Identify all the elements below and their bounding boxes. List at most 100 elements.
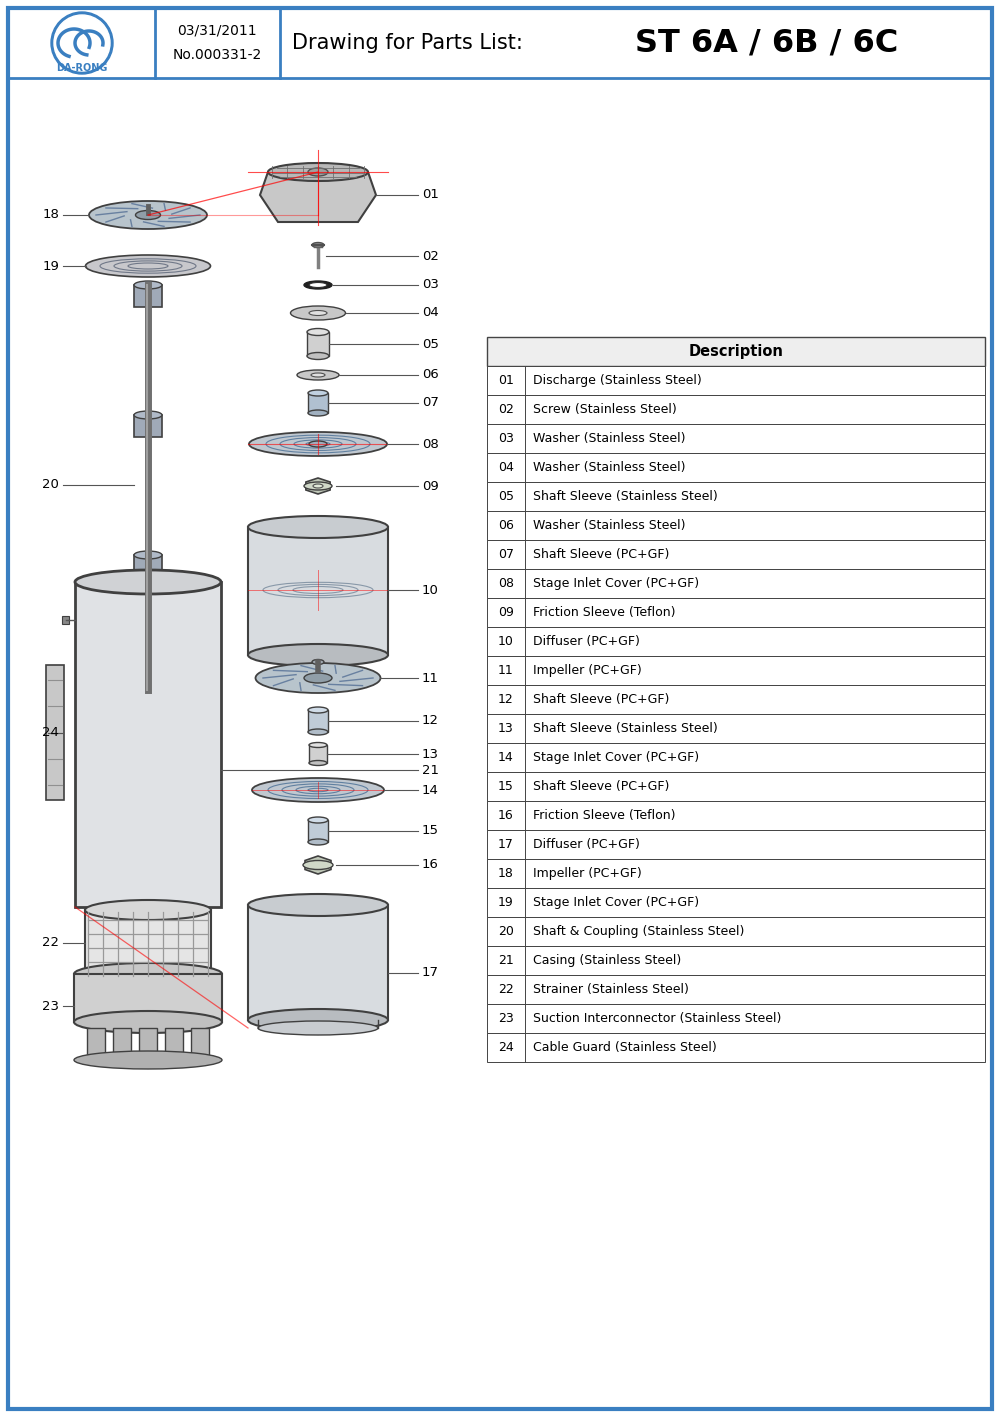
Bar xyxy=(85,910,211,978)
Text: Impeller (PC+GF): Impeller (PC+GF) xyxy=(533,665,642,677)
Bar xyxy=(487,570,985,598)
Text: 02: 02 xyxy=(422,249,439,262)
Bar xyxy=(487,830,985,859)
Text: Discharge (Stainless Steel): Discharge (Stainless Steel) xyxy=(533,374,702,387)
Bar xyxy=(487,917,985,947)
Text: 10: 10 xyxy=(422,584,439,597)
Text: 24: 24 xyxy=(42,726,59,740)
Ellipse shape xyxy=(309,761,327,765)
Text: 20: 20 xyxy=(498,925,514,938)
Ellipse shape xyxy=(307,329,329,336)
Text: Shaft Sleeve (Stainless Steel): Shaft Sleeve (Stainless Steel) xyxy=(533,490,718,503)
Text: 22: 22 xyxy=(498,983,514,996)
Ellipse shape xyxy=(134,411,162,419)
Text: 10: 10 xyxy=(498,635,514,648)
Ellipse shape xyxy=(74,964,222,985)
Ellipse shape xyxy=(290,306,346,320)
Ellipse shape xyxy=(307,353,329,360)
Bar xyxy=(308,820,328,842)
Bar xyxy=(248,905,388,1020)
Ellipse shape xyxy=(312,242,324,248)
Text: Diffuser (PC+GF): Diffuser (PC+GF) xyxy=(533,635,640,648)
Text: 21: 21 xyxy=(422,764,439,777)
Text: Washer (Stainless Steel): Washer (Stainless Steel) xyxy=(533,519,686,531)
Ellipse shape xyxy=(313,485,323,487)
Text: Diffuser (PC+GF): Diffuser (PC+GF) xyxy=(533,837,640,852)
Bar xyxy=(62,616,69,623)
Text: 05: 05 xyxy=(498,490,514,503)
Ellipse shape xyxy=(309,743,327,748)
Ellipse shape xyxy=(304,482,332,490)
Bar xyxy=(487,888,985,917)
Bar xyxy=(134,674,162,697)
Bar xyxy=(487,743,985,772)
Text: 19: 19 xyxy=(498,896,514,908)
Ellipse shape xyxy=(85,968,211,988)
Ellipse shape xyxy=(74,1051,222,1068)
Text: Screw (Stainless Steel): Screw (Stainless Steel) xyxy=(533,402,677,417)
Ellipse shape xyxy=(268,163,368,181)
Text: 05: 05 xyxy=(422,337,439,350)
Ellipse shape xyxy=(309,282,327,288)
Bar xyxy=(191,1027,209,1060)
Text: 03: 03 xyxy=(422,279,439,292)
Bar xyxy=(134,285,162,307)
Bar xyxy=(487,947,985,975)
Bar xyxy=(487,859,985,888)
Text: 20: 20 xyxy=(42,479,59,492)
Text: 21: 21 xyxy=(498,954,514,966)
Bar xyxy=(487,453,985,482)
Bar xyxy=(487,337,985,366)
Text: 17: 17 xyxy=(422,966,439,979)
Bar xyxy=(309,745,327,762)
Bar xyxy=(487,656,985,684)
Bar xyxy=(308,393,328,412)
Ellipse shape xyxy=(304,281,332,289)
Ellipse shape xyxy=(248,516,388,538)
Text: Friction Sleeve (Teflon): Friction Sleeve (Teflon) xyxy=(533,809,676,822)
Text: 16: 16 xyxy=(498,809,514,822)
Text: 03: 03 xyxy=(498,432,514,445)
Ellipse shape xyxy=(308,728,328,735)
Text: Cable Guard (Stainless Steel): Cable Guard (Stainless Steel) xyxy=(533,1041,717,1054)
Polygon shape xyxy=(260,171,376,222)
Ellipse shape xyxy=(311,373,325,377)
Text: Shaft & Coupling (Stainless Steel): Shaft & Coupling (Stainless Steel) xyxy=(533,925,744,938)
Text: 15: 15 xyxy=(422,825,439,837)
Text: 15: 15 xyxy=(498,779,514,794)
Bar xyxy=(487,1005,985,1033)
Bar xyxy=(487,626,985,656)
Polygon shape xyxy=(305,856,331,874)
Ellipse shape xyxy=(134,551,162,558)
Ellipse shape xyxy=(303,860,333,870)
Text: 12: 12 xyxy=(498,693,514,706)
Text: Washer (Stainless Steel): Washer (Stainless Steel) xyxy=(533,461,686,475)
Text: 23: 23 xyxy=(42,999,59,1013)
Ellipse shape xyxy=(308,390,328,395)
Text: 09: 09 xyxy=(422,479,439,493)
Ellipse shape xyxy=(86,255,210,276)
Text: ST 6A / 6B / 6C: ST 6A / 6B / 6C xyxy=(635,27,898,58)
Bar xyxy=(134,555,162,577)
Bar xyxy=(308,710,328,733)
Ellipse shape xyxy=(248,643,388,666)
Ellipse shape xyxy=(297,370,339,380)
Text: Impeller (PC+GF): Impeller (PC+GF) xyxy=(533,867,642,880)
Text: 23: 23 xyxy=(498,1012,514,1024)
Bar xyxy=(487,512,985,540)
Bar xyxy=(487,772,985,801)
Text: 04: 04 xyxy=(498,461,514,475)
Bar xyxy=(113,1027,131,1060)
Text: 13: 13 xyxy=(422,748,439,761)
Circle shape xyxy=(51,11,113,74)
Text: 24: 24 xyxy=(498,1041,514,1054)
Text: 16: 16 xyxy=(422,859,439,871)
Text: Shaft Sleeve (PC+GF): Shaft Sleeve (PC+GF) xyxy=(533,779,669,794)
Text: 18: 18 xyxy=(498,867,514,880)
Text: 07: 07 xyxy=(422,397,439,410)
Ellipse shape xyxy=(75,570,221,594)
Bar xyxy=(487,598,985,626)
Text: 13: 13 xyxy=(498,723,514,735)
Ellipse shape xyxy=(308,410,328,417)
Bar xyxy=(46,665,64,801)
